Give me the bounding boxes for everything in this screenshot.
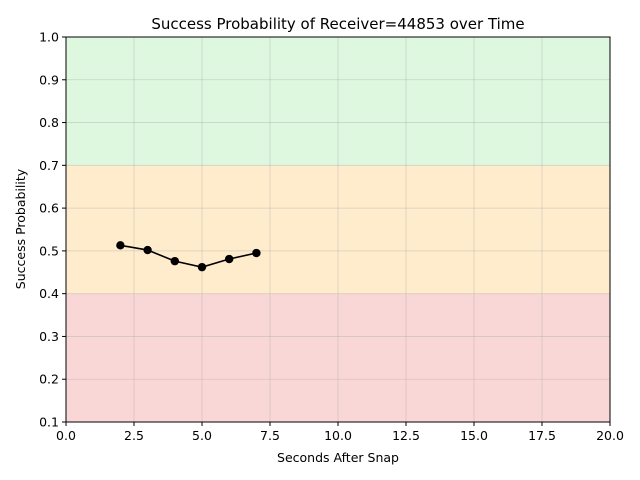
x-tick-label: 2.5 [124, 428, 144, 443]
x-tick-label: 7.5 [260, 428, 280, 443]
data-point [197, 262, 207, 272]
x-tick-label: 17.5 [528, 428, 556, 443]
series-layer [116, 241, 261, 272]
data-point [143, 245, 152, 255]
chart-title: Success Probability of Receiver=44853 ov… [151, 15, 524, 33]
y-axis-ticks: 0.1 0.2 0.3 0.4 0.5 0.6 0.7 0.8 0.9 1.0 [39, 30, 66, 430]
x-axis-ticks: 0.0 2.5 5.0 7.5 10.0 12.5 15.0 17.5 20.0 [56, 422, 624, 443]
y-tick-label: 0.6 [39, 201, 59, 216]
x-tick-label: 0.0 [56, 428, 76, 443]
series-line [120, 244, 257, 268]
data-point [116, 241, 125, 250]
data-point [252, 248, 261, 258]
y-tick-label: 0.5 [39, 243, 59, 258]
y-axis-title: Success Probability [13, 168, 28, 289]
x-axis-title: Seconds After Snap [277, 450, 399, 465]
y-tick-label: 0.9 [39, 72, 59, 87]
x-tick-label: 20.0 [596, 428, 624, 443]
x-tick-label: 15.0 [460, 428, 488, 443]
y-tick-label: 0.1 [39, 415, 59, 430]
data-point [170, 256, 179, 266]
y-tick-label: 0.3 [39, 329, 59, 344]
data-point [225, 254, 234, 264]
y-tick-label: 0.8 [39, 115, 59, 130]
y-tick-label: 0.7 [39, 158, 59, 173]
y-tick-label: 0.2 [39, 372, 59, 387]
y-tick-label: 0.4 [39, 286, 59, 301]
x-tick-label: 5.0 [192, 428, 212, 443]
x-tick-label: 10.0 [324, 428, 352, 443]
y-tick-label: 1.0 [39, 30, 59, 45]
x-tick-label: 12.5 [392, 428, 420, 443]
